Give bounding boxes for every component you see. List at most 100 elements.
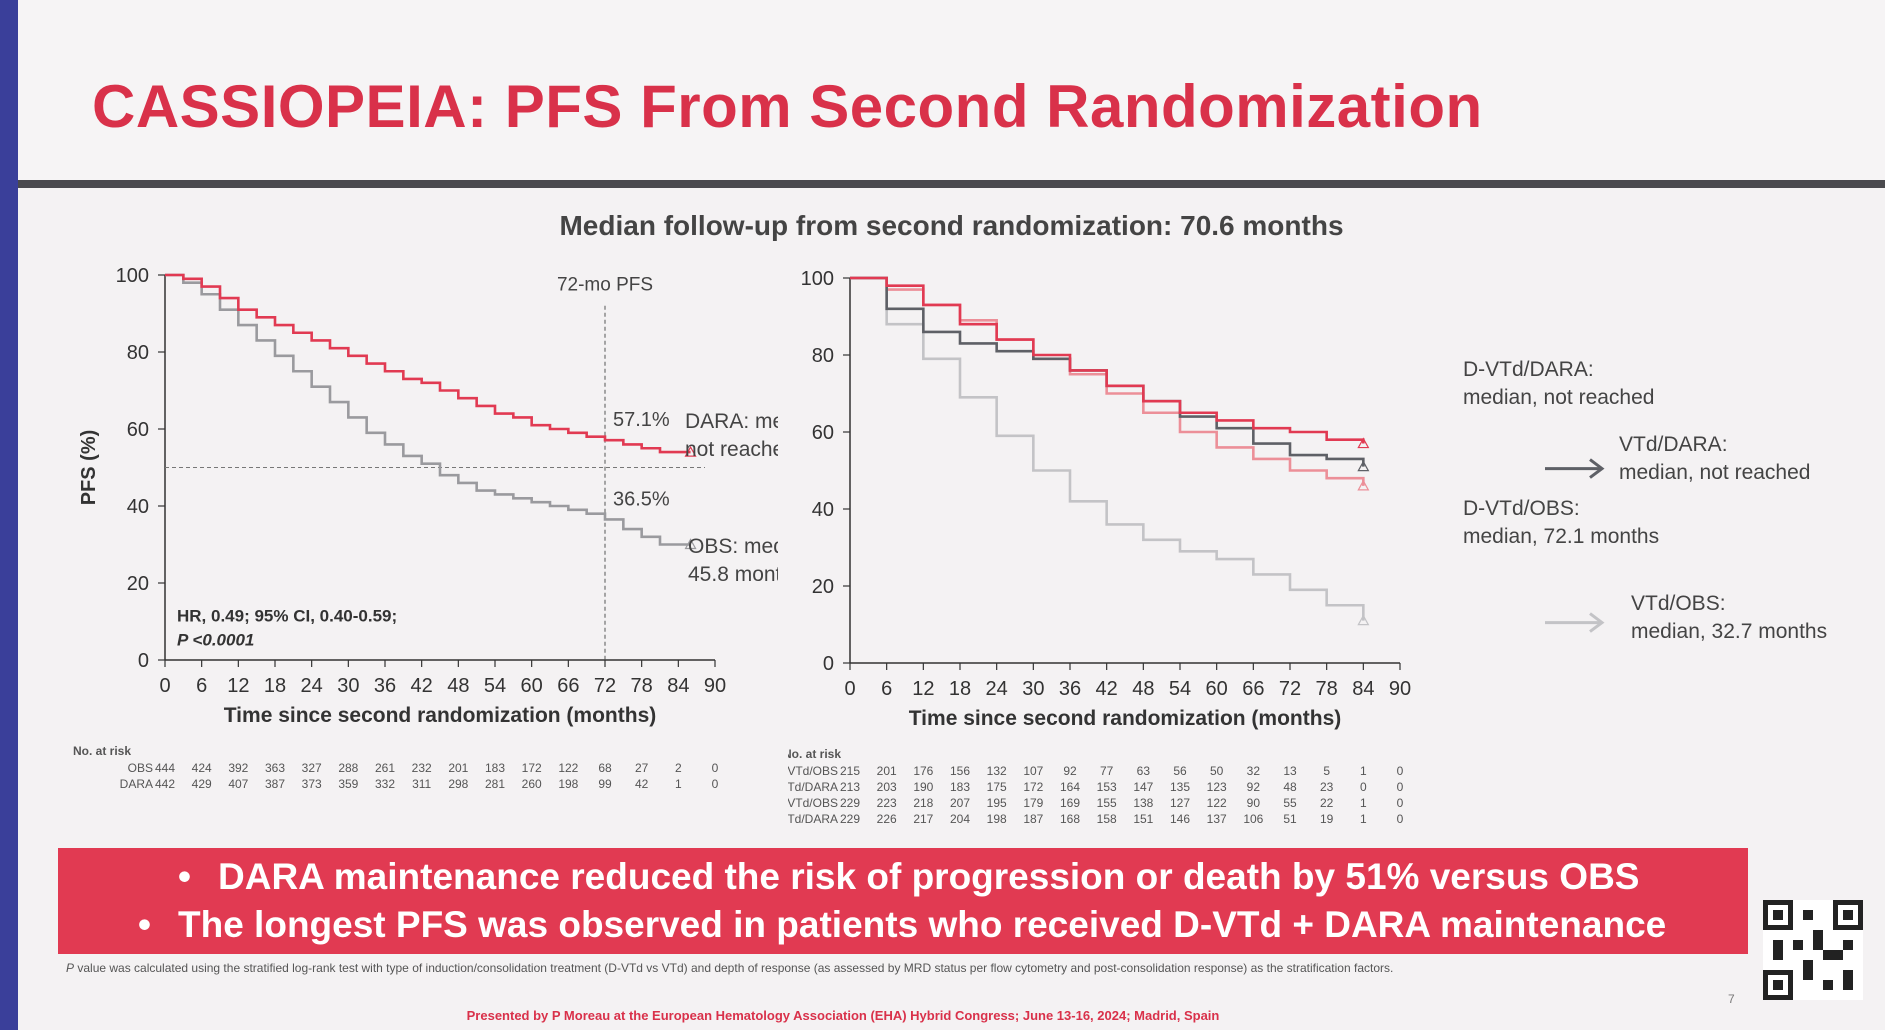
risk-value: 158 (1097, 812, 1117, 826)
risk-value: 359 (338, 777, 358, 791)
risk-value: 168 (1060, 812, 1080, 826)
risk-value: 201 (877, 764, 897, 778)
risk-value: 223 (877, 796, 897, 810)
x-tick-label: 42 (1096, 678, 1118, 700)
risk-value: 311 (412, 777, 431, 791)
risk-value: 68 (598, 761, 612, 775)
risk-value: 42 (635, 777, 649, 791)
value-label: 36.5% (613, 488, 670, 510)
x-tick-label: 54 (1169, 678, 1191, 700)
risk-value: 198 (558, 777, 578, 791)
risk-table-title: No. at risk (788, 747, 841, 761)
y-tick-label: 20 (127, 573, 149, 595)
x-tick-label: 6 (881, 678, 892, 700)
stats-p: P <0.0001 (177, 631, 254, 650)
risk-value: 27 (635, 761, 649, 775)
x-tick-label: 48 (447, 675, 469, 697)
risk-value: 444 (155, 761, 175, 775)
y-tick-label: 0 (823, 653, 834, 675)
risk-row-label: VTd/DARA (788, 780, 838, 794)
risk-row-label: D-VTd/DARA (788, 812, 838, 826)
risk-value: 201 (448, 761, 468, 775)
risk-value: 190 (913, 780, 933, 794)
risk-value: 0 (1397, 812, 1404, 826)
x-axis-label: Time since second randomization (months) (909, 707, 1342, 730)
x-tick-label: 18 (949, 678, 971, 700)
series-label: median, 72.1 months (1463, 525, 1659, 548)
risk-value: 260 (522, 777, 542, 791)
risk-value: 151 (1133, 812, 1153, 826)
risk-value: 155 (1097, 796, 1117, 810)
risk-value: 179 (1023, 796, 1043, 810)
risk-value: 106 (1243, 812, 1263, 826)
y-tick-label: 20 (812, 576, 834, 598)
risk-value: 123 (1207, 780, 1227, 794)
km-line-obs (165, 273, 691, 546)
series-label: 45.8 months (688, 563, 778, 586)
stats-hr: HR, 0.49; 95% CI, 0.40-0.59; (177, 607, 397, 626)
qr-code-icon[interactable] (1763, 900, 1863, 1000)
risk-value: 22 (1320, 796, 1334, 810)
y-tick-label: 100 (801, 268, 834, 290)
risk-value: 90 (1247, 796, 1261, 810)
censor-mark (684, 445, 697, 457)
risk-value: 218 (913, 796, 933, 810)
risk-value: 50 (1210, 764, 1224, 778)
x-tick-label: 6 (196, 675, 207, 697)
censor-mark (1357, 479, 1370, 491)
x-tick-label: 84 (667, 675, 689, 697)
risk-value: 229 (840, 796, 860, 810)
x-tick-label: 78 (1316, 678, 1338, 700)
risk-value: 153 (1097, 780, 1117, 794)
x-tick-label: 12 (227, 675, 249, 697)
value-label: 57.1% (613, 409, 670, 431)
risk-row-label: D-VTd/OBS (788, 796, 838, 810)
risk-value: 217 (913, 812, 933, 826)
series-label: median, 32.7 months (1631, 620, 1827, 643)
risk-value: 392 (228, 761, 248, 775)
series-label: OBS: median, (688, 535, 778, 558)
risk-value: 172 (1023, 780, 1043, 794)
risk-value: 77 (1100, 764, 1114, 778)
x-tick-label: 12 (912, 678, 934, 700)
title-band: CASSIOPEIA: PFS From Second Randomizatio… (18, 0, 1885, 180)
risk-value: 442 (155, 777, 175, 791)
risk-value: 48 (1283, 780, 1297, 794)
y-tick-label: 0 (138, 650, 149, 672)
risk-value: 0 (1397, 780, 1404, 794)
risk-value: 13 (1283, 764, 1297, 778)
x-tick-label: 60 (1206, 678, 1228, 700)
x-tick-label: 48 (1132, 678, 1154, 700)
slide: CASSIOPEIA: PFS From Second Randomizatio… (18, 0, 1885, 1030)
x-tick-label: 30 (1022, 678, 1044, 700)
x-tick-label: 0 (844, 678, 855, 700)
series-label: D-VTd/DARA: (1463, 358, 1594, 381)
key-findings-banner: • DARA maintenance reduced the risk of pr… (58, 848, 1748, 954)
risk-value: 99 (598, 777, 612, 791)
risk-value: 169 (1060, 796, 1080, 810)
x-tick-label: 60 (521, 675, 543, 697)
risk-value: 261 (375, 761, 395, 775)
risk-value: 387 (265, 777, 285, 791)
risk-value: 187 (1023, 812, 1043, 826)
risk-value: 424 (192, 761, 212, 775)
risk-value: 0 (1360, 780, 1367, 794)
risk-value: 215 (840, 764, 860, 778)
censor-mark (1357, 437, 1370, 449)
x-tick-label: 54 (484, 675, 506, 697)
x-tick-label: 72 (1279, 678, 1301, 700)
footnote: P value was calculated using the stratif… (66, 961, 1394, 975)
vline-label: 72-mo PFS (557, 274, 653, 295)
y-tick-label: 40 (812, 499, 834, 521)
risk-value: 183 (485, 761, 505, 775)
risk-value: 0 (1397, 796, 1404, 810)
risk-value: 183 (950, 780, 970, 794)
arrow-head (1589, 458, 1605, 479)
y-axis-label: PFS (%) (78, 430, 100, 506)
series-label: DARA: median, (685, 410, 778, 433)
x-tick-label: 42 (411, 675, 433, 697)
risk-value: 373 (302, 777, 322, 791)
risk-value: 32 (1247, 764, 1261, 778)
